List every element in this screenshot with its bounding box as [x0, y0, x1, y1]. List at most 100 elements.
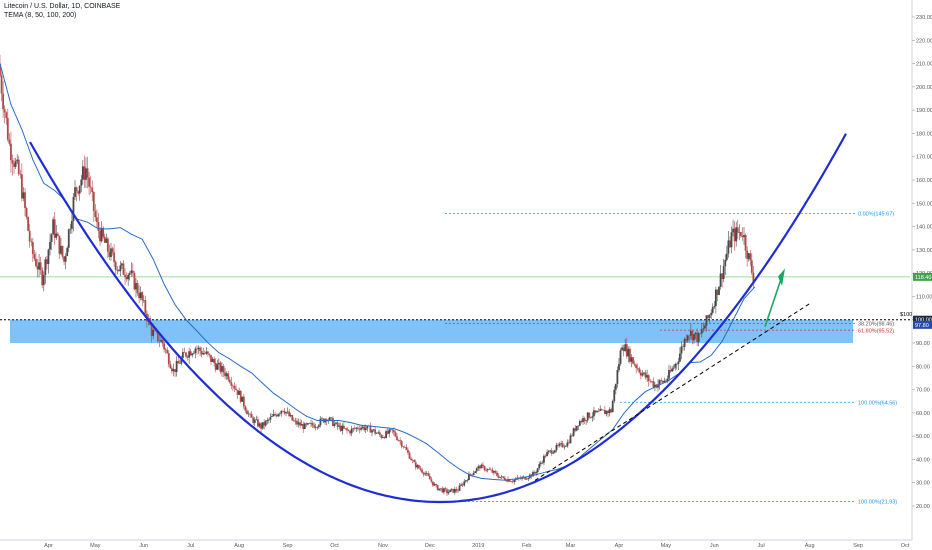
candle-body	[167, 353, 170, 365]
candle-body	[478, 466, 481, 469]
price-tag-label: 100.00	[915, 318, 932, 324]
candle-body	[405, 447, 408, 450]
candle-body	[735, 227, 738, 242]
candle-body	[300, 424, 303, 426]
candle-body	[264, 420, 267, 426]
candle-body	[439, 488, 442, 490]
candle-body	[372, 429, 375, 431]
candle-body	[532, 471, 534, 477]
candle-body	[16, 159, 19, 162]
candle-body	[211, 358, 214, 362]
candle-body	[557, 444, 559, 446]
candle-body	[744, 235, 747, 251]
candle-body	[357, 427, 359, 429]
candle-body	[447, 492, 450, 494]
candle-body	[330, 417, 333, 419]
candle-body	[216, 364, 219, 370]
projection-arrow	[764, 272, 784, 327]
candle-body	[397, 440, 400, 441]
candle-body	[688, 335, 691, 337]
candle-body	[752, 272, 755, 284]
candle-body	[128, 273, 131, 275]
candle-body	[408, 452, 411, 459]
candle-body	[199, 347, 201, 352]
candle-body	[593, 410, 595, 417]
candle-body	[729, 240, 731, 248]
candle-body	[535, 472, 538, 474]
candle-body	[83, 166, 86, 180]
candle-body	[505, 480, 508, 482]
candle-body	[166, 350, 169, 354]
candle-body	[457, 490, 459, 492]
candle-body	[374, 429, 377, 434]
candle-body	[58, 235, 61, 254]
candle-body	[575, 425, 578, 431]
candle-body	[500, 476, 503, 478]
candle-body	[482, 464, 484, 467]
candle-body	[363, 426, 366, 431]
candle-body	[305, 423, 308, 425]
x-tick-label: Aug	[805, 543, 815, 549]
candle-body	[716, 289, 719, 295]
candle-body	[136, 283, 139, 294]
candle-body	[377, 432, 380, 434]
candle-body	[13, 163, 15, 167]
candle-body	[383, 437, 386, 438]
candle-body	[378, 432, 381, 435]
candle-body	[661, 380, 664, 383]
candle-body	[443, 488, 445, 493]
candle-body	[452, 488, 455, 493]
candle-body	[299, 422, 302, 426]
candle-body	[583, 418, 586, 422]
candle-body	[210, 355, 212, 362]
candle-body	[266, 420, 269, 421]
candle-body	[510, 481, 513, 483]
candle-body	[591, 416, 594, 418]
candle-body	[289, 415, 292, 417]
candle-body	[664, 380, 667, 382]
candle-body	[197, 347, 200, 350]
candle-body	[632, 357, 634, 364]
x-tick-label: Jun	[139, 543, 148, 549]
candle-body	[99, 230, 101, 242]
candle-body	[550, 450, 553, 454]
candle-body	[536, 468, 539, 473]
candle-body	[69, 228, 72, 230]
candle-body	[480, 464, 483, 469]
candle-body	[403, 446, 406, 448]
candle-body	[391, 429, 394, 431]
candle-body	[682, 346, 684, 348]
candle-body	[541, 462, 544, 464]
candle-body	[663, 380, 666, 383]
candle-body	[17, 159, 20, 175]
candle-body	[160, 339, 162, 342]
candle-body	[20, 174, 23, 199]
x-tick-label: Nov	[378, 543, 388, 549]
candle-body	[594, 410, 597, 413]
candle-body	[697, 333, 700, 342]
price-tag	[913, 320, 932, 329]
candle-body	[171, 368, 173, 372]
price-tag	[913, 272, 932, 281]
candle-body	[55, 233, 58, 238]
candle-body	[724, 259, 727, 267]
candle-body	[192, 353, 195, 354]
y-tick-label: 180.00	[916, 131, 932, 137]
candle-body	[461, 484, 464, 486]
candle-body	[668, 370, 670, 379]
candle-body	[127, 274, 130, 280]
candle-body	[411, 460, 414, 461]
candle-body	[361, 426, 364, 428]
candle-body	[188, 351, 191, 358]
candle-body	[613, 389, 616, 401]
candle-body	[85, 168, 87, 180]
candle-body	[571, 435, 573, 437]
candle-body	[464, 480, 467, 482]
candle-body	[421, 469, 423, 473]
candle-body	[650, 381, 653, 382]
candle-body	[67, 229, 70, 248]
candle-body	[574, 428, 577, 431]
candle-body	[269, 416, 272, 420]
candle-body	[6, 117, 9, 140]
